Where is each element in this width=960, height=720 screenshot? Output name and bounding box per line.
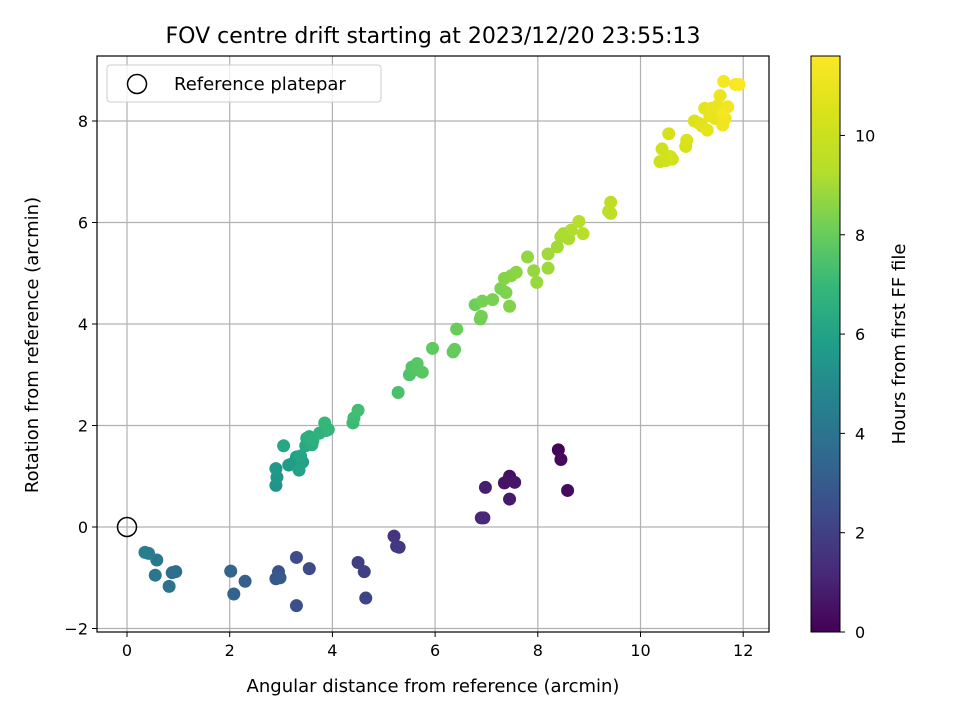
data-point [561,483,575,497]
data-point [477,511,491,525]
data-point [655,142,669,156]
y-tick-label: −2 [64,620,88,639]
data-point [148,568,162,582]
data-point [359,591,373,605]
data-point [351,556,365,570]
colorbar-tick-label: 0 [855,623,865,642]
data-point [604,206,618,220]
y-tick-label: 0 [78,518,88,537]
data-point [576,227,590,241]
data-point [224,564,238,578]
legend: Reference platepar [106,64,382,103]
x-axis-label: Angular distance from reference (arcmin) [247,676,620,697]
plot-frame [96,55,770,633]
data-point [503,492,517,506]
data-point [499,286,513,300]
data-points [138,74,746,613]
data-point [680,133,694,147]
x-tick-label: 8 [533,641,543,660]
colorbar-tick-label: 8 [855,226,865,245]
x-tick-label: 10 [630,641,650,660]
data-point [665,152,679,166]
colorbar-label: Hours from first FF file [889,244,910,445]
data-point [238,574,252,588]
data-point [138,545,152,559]
data-point [478,480,492,494]
data-point [450,322,464,336]
data-point [541,247,555,261]
x-axis-ticks: 0 2 4 6 8 10 12 [122,632,753,660]
data-point [527,264,541,278]
data-point [289,599,303,613]
data-point [269,462,283,476]
data-point [732,77,746,91]
colorbar-tick-label: 2 [855,524,865,543]
data-point [713,89,727,103]
data-point [497,476,511,490]
data-point [572,214,586,228]
data-point [294,449,308,463]
x-tick-label: 4 [327,641,337,660]
data-point [415,365,429,379]
data-point [351,403,365,417]
data-point [530,275,544,289]
chart-title: FOV centre drift starting at 2023/12/20 … [166,24,701,49]
data-point [509,265,523,279]
colorbar-tick-label: 4 [855,424,865,443]
colorbar [810,55,841,633]
grid-lines [97,56,769,632]
data-point [541,261,555,275]
data-point [550,240,564,254]
data-point [289,550,303,564]
data-point [716,106,730,120]
colorbar-ticks: 0 2 4 6 8 10 [840,126,875,642]
data-point [554,453,568,467]
data-point [227,587,241,601]
data-point [521,250,535,264]
y-tick-label: 4 [78,315,88,334]
x-tick-label: 12 [733,641,753,660]
data-point [662,127,676,141]
colorbar-tick-label: 10 [855,126,875,145]
data-point [162,579,176,593]
reference-marker [116,516,138,538]
data-point [165,566,179,580]
data-point [392,540,406,554]
legend-label: Reference platepar [174,74,346,95]
data-point [475,294,489,308]
data-point [302,562,316,576]
data-point [486,293,500,307]
data-point [717,74,731,88]
data-point [426,341,440,355]
data-point [503,299,517,313]
y-tick-label: 6 [78,214,88,233]
legend-box [106,64,382,103]
data-point [474,309,488,323]
data-point [700,123,714,137]
data-point [318,416,332,430]
legend-marker [126,73,148,95]
data-point [357,565,371,579]
y-axis-ticks: −2 0 2 4 6 8 [64,112,97,639]
data-point [448,342,462,356]
data-point [391,386,405,400]
x-tick-label: 2 [225,641,235,660]
y-axis-label: Rotation from reference (arcmin) [22,197,43,493]
data-point [387,529,401,543]
data-point [273,571,287,585]
data-point [508,475,522,489]
colorbar-tick-label: 6 [855,325,865,344]
y-tick-label: 8 [78,112,88,131]
y-tick-label: 2 [78,417,88,436]
x-tick-label: 6 [430,641,440,660]
x-tick-label: 0 [122,641,132,660]
data-point [564,223,578,237]
data-point [277,439,291,453]
data-point [604,195,618,209]
data-point [292,463,306,477]
